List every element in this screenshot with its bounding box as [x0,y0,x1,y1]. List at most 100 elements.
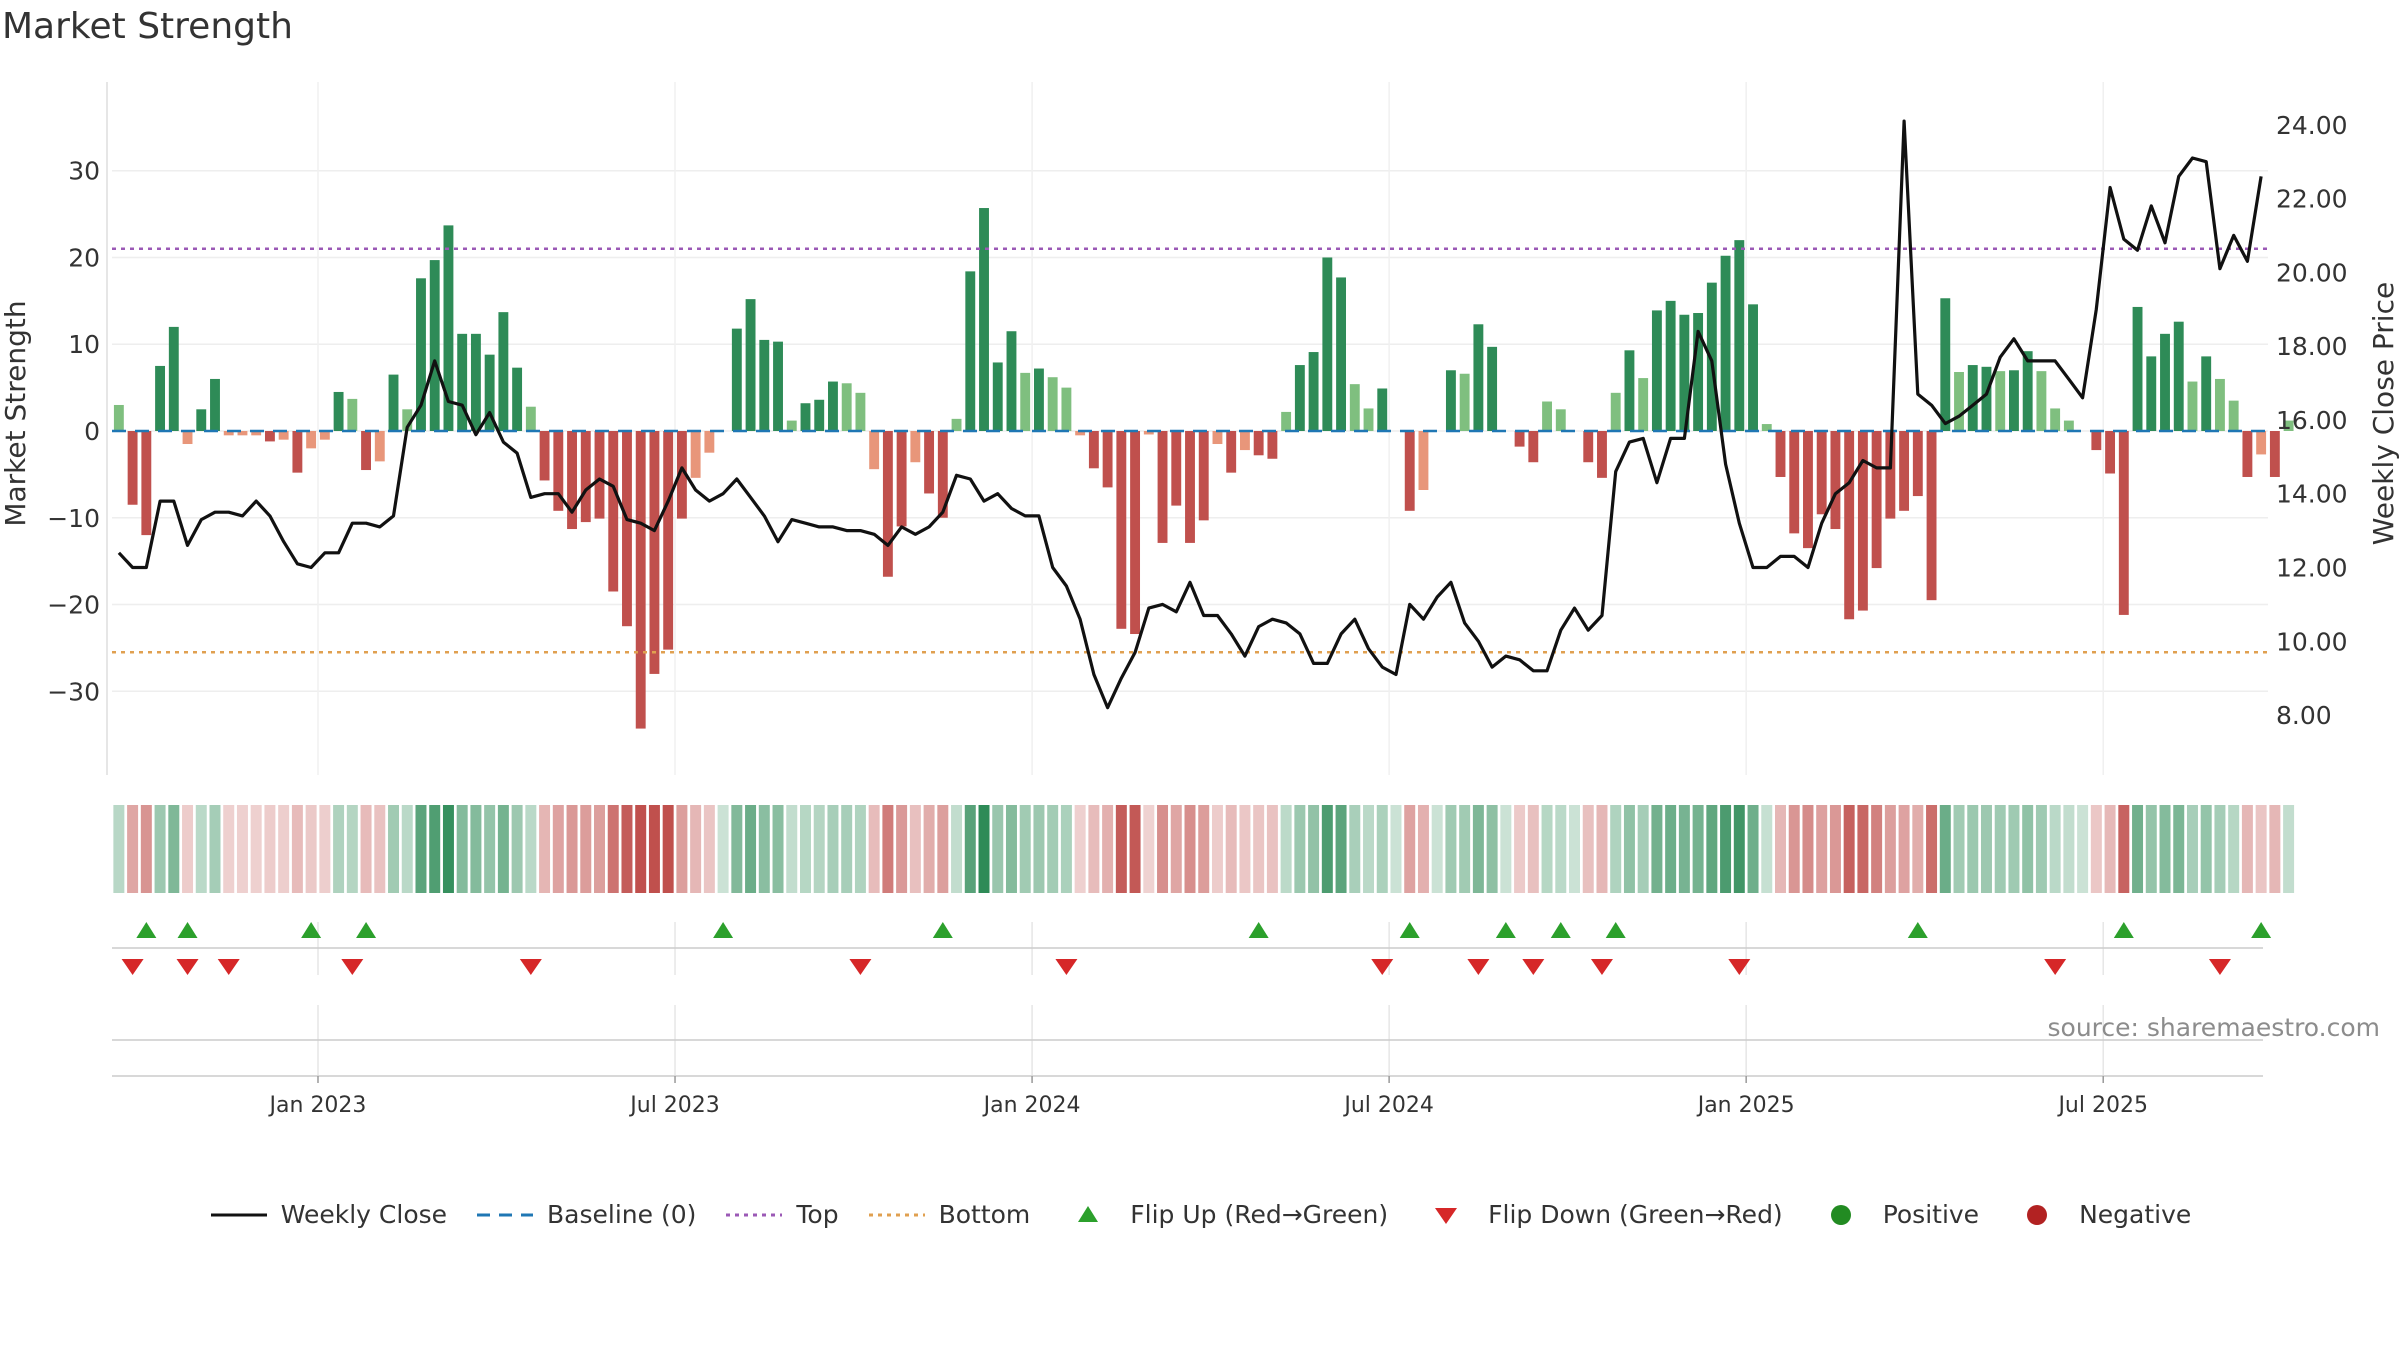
strength-strip-cell [278,805,290,893]
strength-strip-cell [2049,805,2061,893]
strength-strip-cell [2035,805,2047,893]
strength-bar [182,431,193,445]
strength-bar [1116,431,1127,629]
strength-strip-cell [1088,805,1100,893]
strength-strip-cell [1747,805,1759,893]
strength-strip-cell [2228,805,2240,893]
strength-bar [1967,365,1978,431]
strength-bar [484,354,495,431]
strength-bar [443,225,454,431]
strength-bar [745,299,756,431]
strength-strip-cell [305,805,317,893]
strength-bar [2187,381,2198,431]
circle-icon [1830,1204,1851,1225]
strength-strip-cell [415,805,427,893]
strength-strip-cell [1500,805,1512,893]
strength-bar [1679,314,1690,431]
strength-strip-cell [1514,805,1526,893]
strength-strip-cell [909,805,921,893]
strength-bar [237,431,248,436]
flip-up-marker [136,922,157,938]
flip-up-marker [2113,922,2134,938]
strength-bar [1487,346,1498,431]
strength-strip-cell [1994,805,2006,893]
strength-strip-cell [1939,805,1951,893]
strength-bar [1597,431,1607,478]
strength-bar [2242,431,2253,477]
legend-item-positive: Positive [1811,1200,1979,1229]
x-tick-label: Jan 2025 [1696,1093,1795,1118]
strength-strip-cell [1829,805,1841,893]
strength-strip-cell [868,805,880,893]
strength-strip-cell [1775,805,1786,893]
line-dotted-icon [868,1213,925,1216]
strength-bar [278,431,289,440]
strength-strip-cell [2077,805,2089,893]
strength-strip-cell [964,805,976,893]
strength-strip-cell [1459,805,1471,893]
strength-strip-cell [1349,805,1361,893]
strength-bar [1857,431,1868,611]
strength-strip-cell [154,805,166,893]
strength-strip-cell [1843,805,1855,893]
strength-strip-cell [319,805,331,893]
strength-strip-cell [1102,805,1114,893]
x-tick-label: Jan 2024 [982,1093,1081,1118]
strength-bar [2173,321,2184,431]
strength-strip-cell [2145,805,2157,893]
strength-bar [1871,431,1882,569]
strength-strip-cell [360,805,372,893]
strength-strip-cell [1060,805,1072,893]
strength-strip-cell [1184,805,1196,893]
strength-strip-cell [429,805,441,893]
strength-strip-cell [1898,805,1910,893]
flip-down-marker [1728,959,1751,975]
strength-strip-cell [2008,805,2020,893]
flip-down-marker [1371,959,1394,975]
strength-bar [347,398,358,431]
chart-title: Market Strength [2,6,293,47]
flip-up-marker [301,922,322,938]
strength-strip-cell [140,805,152,893]
y-tick-label: −20 [47,591,100,620]
strength-strip-cell [1225,805,1237,893]
strength-strip-cell [456,805,468,893]
strength-strip-cell [717,805,729,893]
strength-bar [965,271,976,431]
strength-strip-cell [1706,805,1718,893]
legend-item-top: Top [724,1200,839,1229]
strength-strip-cell [1157,805,1169,893]
x-tick-label: Jul 2023 [628,1093,720,1118]
strength-bar [1954,372,1964,431]
strength-bar [2269,431,2280,477]
strength-bar [704,431,715,453]
flip-up-marker [2251,922,2272,938]
strength-bar [1336,277,1347,431]
strength-bar [1995,371,2006,431]
y2-tick-label: 12.00 [2276,554,2348,583]
legend-item-close: Weekly Close [209,1200,447,1229]
strength-bar [1308,352,1319,431]
strength-strip-cell [497,805,509,893]
strength-strip-cell [346,805,358,893]
strength-strip-cell [1802,805,1814,893]
strength-bar [1198,431,1209,521]
strength-bar [2146,356,2157,431]
strength-strip-cell [2200,805,2212,893]
strength-bar [773,341,783,431]
strength-bar [1624,350,1635,431]
strength-strip-cell [1033,805,1045,893]
y-axis-title: Market Strength [0,300,32,526]
strength-bar [663,431,674,650]
strength-strip-cell [690,805,702,893]
strength-bar [1033,368,1044,431]
legend-label: Negative [2079,1200,2192,1229]
strength-strip-cell [2132,805,2144,893]
strength-strip-cell [1005,805,1017,893]
strength-bar [1459,373,1470,431]
strength-strip-cell [1308,805,1320,893]
strength-bar [1940,298,1951,431]
line-dotted-icon [726,1213,783,1216]
strength-strip-cell [291,805,303,893]
strength-strip-cell [1280,805,1292,893]
